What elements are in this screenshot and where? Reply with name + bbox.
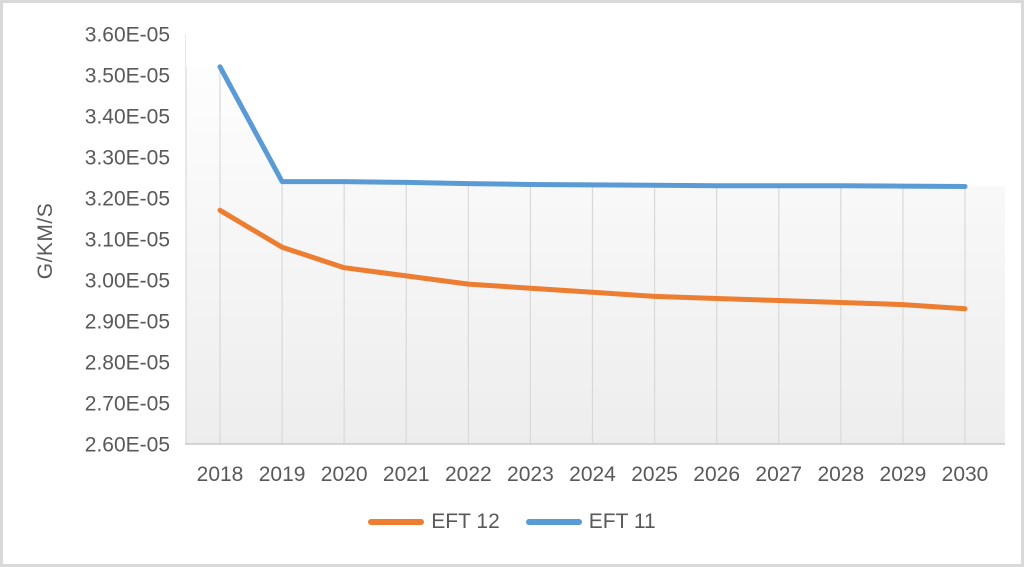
legend-label-eft-11: EFT 11: [588, 510, 656, 533]
legend-item-eft-11: EFT 11: [525, 510, 656, 534]
x-tick-label: 2028: [817, 463, 864, 486]
series-line-eft-11: [217, 64, 968, 190]
y-tick-label: 3.50E-05: [85, 65, 170, 88]
line-chart: 2.60E-05 2.70E-05 2.80E-05 2.90E-05 3.00E-05…: [34, 24, 1005, 486]
legend: EFT 12 EFT 11: [3, 506, 1021, 538]
legend-swatch-eft-12: [368, 519, 425, 525]
x-tick-label: 2018: [197, 463, 244, 486]
y-tick-label: 2.70E-05: [85, 393, 170, 416]
x-tick-label: 2019: [259, 463, 306, 486]
y-tick-label: 2.80E-05: [85, 352, 170, 375]
x-tick-label: 2025: [631, 463, 678, 486]
x-tick-label: 2022: [445, 463, 492, 486]
y-tick-label: 3.30E-05: [85, 147, 170, 170]
legend-label-eft-12: EFT 12: [431, 510, 500, 533]
x-tick-label: 2027: [755, 463, 802, 486]
x-tick-label: 2024: [569, 463, 616, 486]
legend-swatch-eft-11: [525, 519, 582, 525]
y-tick-label: 3.00E-05: [85, 270, 170, 293]
x-tick-label: 2029: [880, 463, 927, 486]
y-tick-label: 2.90E-05: [85, 311, 170, 334]
y-axis-title: G/KM/S: [34, 203, 57, 280]
plot-layer: 2.60E-05 2.70E-05 2.80E-05 2.90E-05 3.00E-05…: [85, 24, 1005, 486]
y-tick-label: 3.20E-05: [85, 188, 170, 211]
above-series-mask: [186, 32, 1005, 187]
y-tick-label: 2.60E-05: [85, 434, 170, 457]
x-tick-label: 2021: [383, 463, 430, 486]
x-tick-label: 2023: [507, 463, 554, 486]
y-tick-label: 3.60E-05: [85, 24, 170, 47]
x-tick-label: 2030: [942, 463, 989, 486]
x-tick-label: 2020: [321, 463, 368, 486]
y-tick-label: 3.10E-05: [85, 229, 170, 252]
x-tick-label: 2026: [693, 463, 740, 486]
series-line-eft-12: [217, 207, 968, 312]
y-tick-label: 3.40E-05: [85, 106, 170, 129]
legend-item-eft-12: EFT 12: [368, 510, 500, 534]
